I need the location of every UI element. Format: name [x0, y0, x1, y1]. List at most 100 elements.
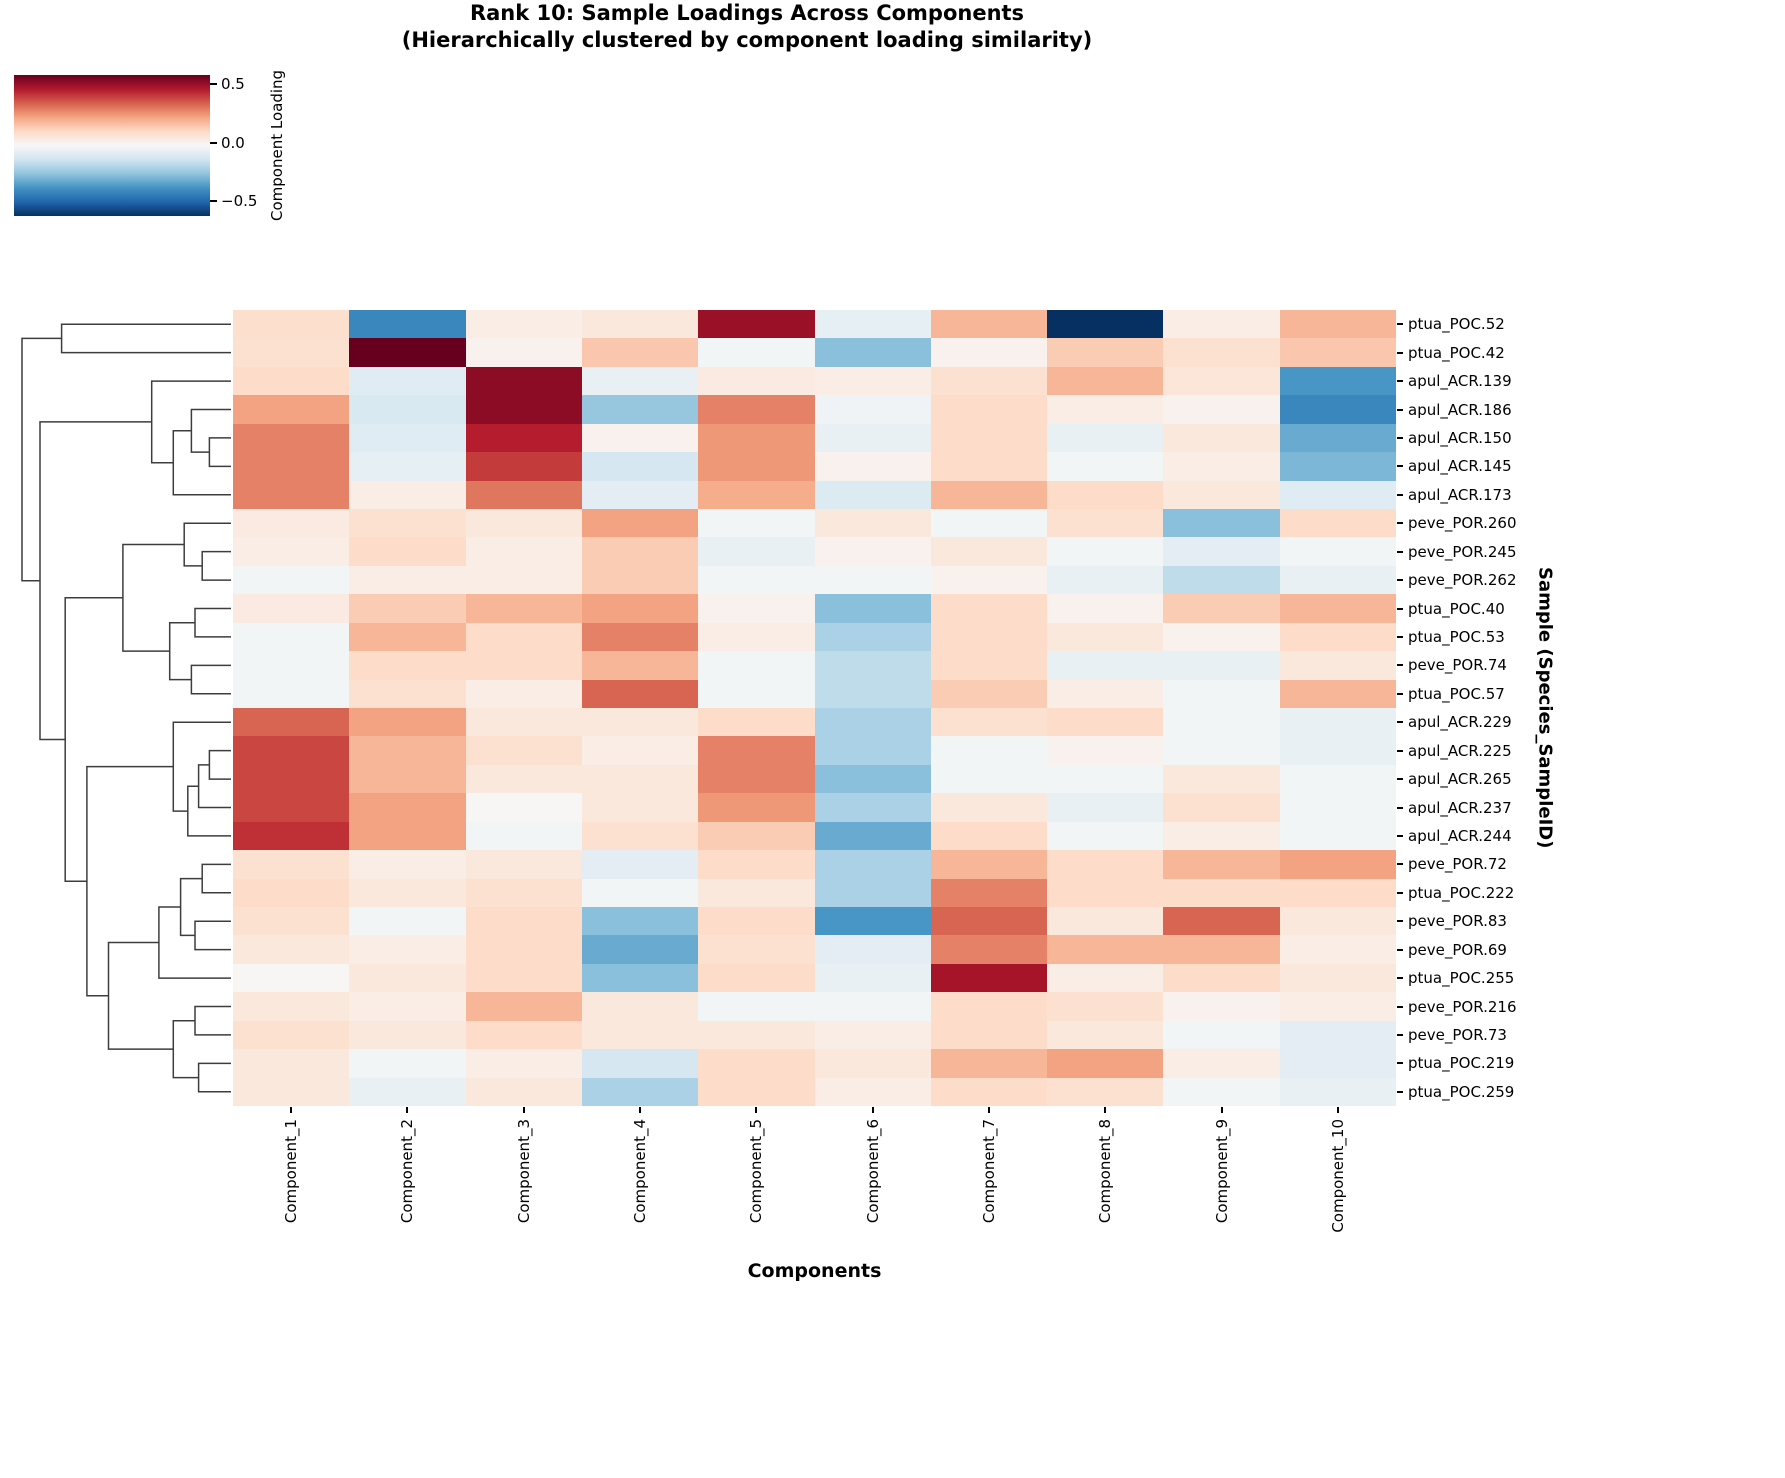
heatmap-cell: [698, 452, 815, 481]
row-label: apul_ACR.265: [1408, 770, 1512, 789]
column-tick-mark: [987, 1107, 990, 1113]
heatmap-cell: [581, 509, 699, 538]
heatmap-cell: [349, 452, 466, 481]
heatmap-cell: [930, 423, 1048, 453]
row-tick-mark: [1397, 323, 1403, 326]
heatmap-cell: [698, 793, 815, 822]
heatmap-cell: [465, 366, 582, 396]
heatmap-cell: [1163, 1077, 1280, 1106]
heatmap-cell: [1047, 907, 1164, 936]
heatmap-cell: [1163, 310, 1280, 339]
heatmap-cell: [1047, 452, 1164, 481]
heatmap-cell: [814, 679, 931, 708]
row-tick-mark: [1397, 948, 1403, 951]
heatmap-cell: [581, 423, 699, 453]
x-axis-label: Components: [747, 1260, 882, 1282]
heatmap-cell: [1163, 821, 1280, 851]
dendrogram-link: [39, 421, 152, 741]
heatmap-cell: [349, 537, 466, 566]
heatmap-cell: [930, 850, 1048, 879]
heatmap-cell: [1163, 509, 1280, 538]
heatmap-cell: [1047, 736, 1164, 765]
heatmap-cell: [1047, 963, 1164, 993]
heatmap-cell: [698, 821, 815, 851]
heatmap-cell: [1279, 736, 1396, 765]
heatmap-cell: [1163, 452, 1280, 481]
heatmap-cell: [1279, 452, 1396, 481]
row-tick-mark: [1397, 778, 1403, 781]
heatmap-cell: [698, 850, 815, 879]
dendrogram-link: [201, 863, 231, 894]
heatmap-cell: [930, 907, 1048, 936]
row-label: ptua_POC.222: [1408, 883, 1515, 902]
heatmap-cell: [930, 537, 1048, 566]
row-label: peve_POR.74: [1408, 656, 1507, 675]
dendrogram-link: [208, 437, 231, 468]
heatmap-cell: [233, 1020, 350, 1050]
heatmap-cell: [698, 992, 815, 1021]
heatmap-cell: [814, 764, 931, 794]
column-tick-mark: [755, 1107, 758, 1113]
row-tick-mark: [1397, 351, 1403, 354]
dendrogram-link: [190, 664, 231, 695]
heatmap-cell: [581, 338, 699, 367]
row-tick-mark: [1397, 436, 1403, 439]
heatmap-cell: [1047, 850, 1164, 879]
heatmap-cell: [465, 594, 582, 623]
heatmap-cell: [1047, 1077, 1164, 1106]
heatmap-cell: [1163, 565, 1280, 595]
heatmap-cell: [930, 963, 1048, 993]
heatmap-cell: [465, 1020, 582, 1050]
heatmap-cell: [814, 1020, 931, 1050]
heatmap-cell: [814, 594, 931, 623]
heatmap-cell: [581, 935, 699, 964]
column-label: Component_6: [863, 1119, 882, 1224]
heatmap-cell: [1279, 963, 1396, 993]
heatmap-cell: [930, 1049, 1048, 1078]
heatmap-cell: [349, 1049, 466, 1078]
heatmap-cell: [349, 992, 466, 1021]
heatmap-cell: [233, 1049, 350, 1078]
row-label: ptua_POC.259: [1408, 1082, 1515, 1101]
heatmap-cell: [233, 878, 350, 907]
heatmap-cell: [465, 736, 582, 765]
heatmap-cell: [1047, 622, 1164, 652]
row-label: ptua_POC.255: [1408, 969, 1515, 988]
heatmap-cell: [349, 310, 466, 339]
heatmap-cell: [581, 907, 699, 936]
heatmap-cell: [465, 764, 582, 794]
heatmap-cell: [1047, 366, 1164, 396]
heatmap-cell: [1279, 310, 1396, 339]
heatmap-cell: [581, 537, 699, 566]
heatmap-cell: [1047, 338, 1164, 367]
heatmap-cell: [698, 480, 815, 509]
colorbar-tick-label: 0.0: [221, 133, 245, 152]
dendrogram-link: [194, 607, 231, 638]
dendrogram-link: [187, 785, 231, 837]
heatmap-cell: [581, 736, 699, 765]
heatmap-cell: [1279, 850, 1396, 879]
heatmap-cell: [698, 310, 815, 339]
heatmap-cell: [698, 509, 815, 538]
dendrogram-link: [172, 1019, 199, 1079]
heatmap-cell: [233, 821, 350, 851]
row-label: peve_POR.69: [1408, 940, 1507, 959]
heatmap-cell: [930, 992, 1048, 1021]
heatmap-cell: [581, 452, 699, 481]
heatmap-cell: [1279, 480, 1396, 509]
heatmap-cell: [930, 622, 1048, 652]
heatmap-cell: [1163, 708, 1280, 737]
heatmap-cell: [465, 1077, 582, 1106]
heatmap-cell: [698, 736, 815, 765]
heatmap-cell: [1279, 821, 1396, 851]
heatmap-cell: [698, 565, 815, 595]
heatmap-cell: [814, 651, 931, 680]
heatmap-cell: [349, 907, 466, 936]
heatmap-cell: [814, 1077, 931, 1106]
heatmap-cell: [1047, 793, 1164, 822]
column-tick-mark: [871, 1107, 874, 1113]
heatmap-cell: [814, 907, 931, 936]
row-label: ptua_POC.40: [1408, 599, 1505, 618]
heatmap-cell: [814, 395, 931, 424]
